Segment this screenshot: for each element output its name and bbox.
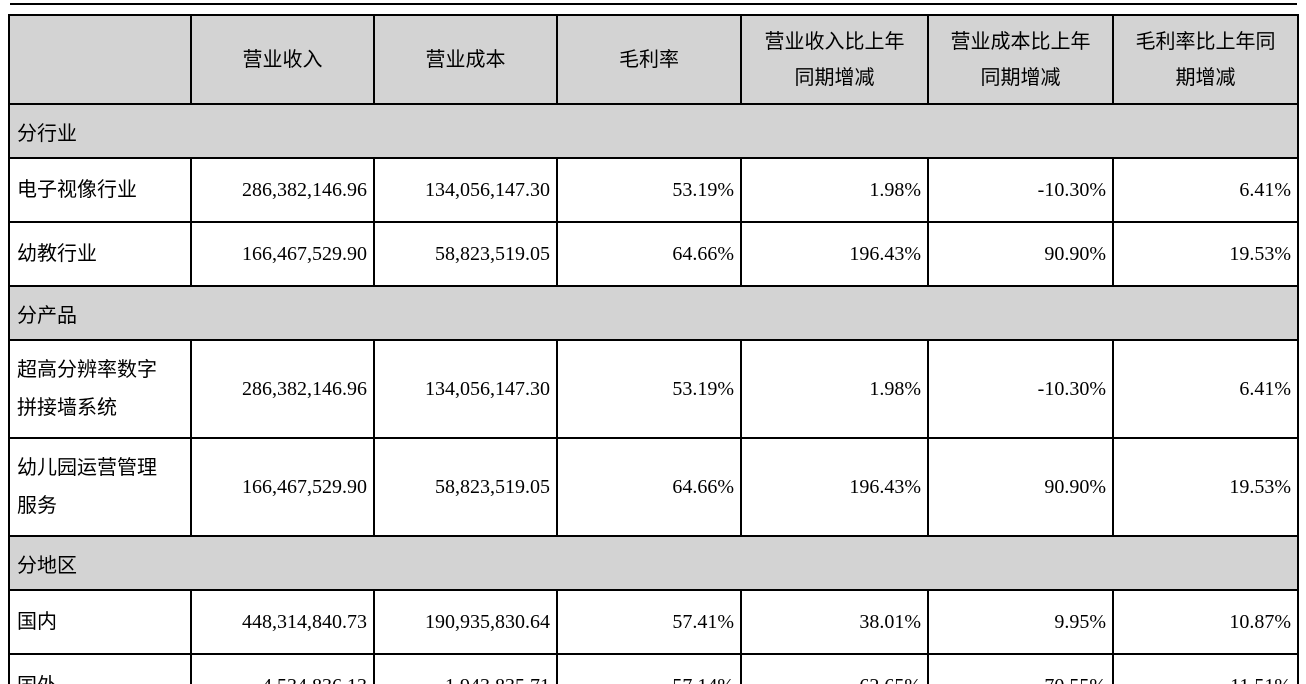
- value-cell: 57.41%: [556, 589, 742, 655]
- value-cell: 90.90%: [927, 437, 1114, 537]
- row-label: 幼教行业: [8, 221, 192, 287]
- row-label: 国内: [8, 589, 192, 655]
- row-label: 电子视像行业: [8, 157, 192, 223]
- section-label: 分行业: [8, 103, 1299, 159]
- value-cell: 1,943,835.71: [373, 653, 558, 684]
- header-revenue-yoy: 营业收入比上年 同期增减: [740, 14, 929, 105]
- value-cell: 448,314,840.73: [190, 589, 375, 655]
- section-row-1: 分产品: [8, 285, 1299, 341]
- table-header-row: 营业收入 营业成本 毛利率 营业收入比上年 同期增减 营业成本比上年 同期增减 …: [8, 14, 1299, 105]
- header-revenue: 营业收入: [190, 14, 375, 105]
- table-row: 国外4,534,836.131,943,835.7157.14%-62.65%-…: [8, 653, 1299, 684]
- row-label: 幼儿园运营管理 服务: [8, 437, 192, 537]
- value-cell: 286,382,146.96: [190, 339, 375, 439]
- table-row: 幼教行业 166,467,529.90 58,823,519.05 64.66% 196…: [8, 221, 1299, 287]
- header-blank-cell: [8, 14, 192, 105]
- value-cell: 286,382,146.96: [190, 157, 375, 223]
- value-cell: 134,056,147.30: [373, 157, 558, 223]
- row-label: 超高分辨率数字 拼接墙系统: [8, 339, 192, 439]
- value-cell: 134,056,147.30: [373, 339, 558, 439]
- value-cell: 1.98%: [740, 339, 929, 439]
- section-label: 分产品: [8, 285, 1299, 341]
- section-row-2: 分地区: [8, 535, 1299, 591]
- value-cell: 53.19%: [556, 339, 742, 439]
- top-horizontal-rule: [10, 3, 1297, 5]
- revenue-breakdown-table: 营业收入 营业成本 毛利率 营业收入比上年 同期增减 营业成本比上年 同期增减 …: [8, 14, 1299, 684]
- value-cell: 38.01%: [740, 589, 929, 655]
- value-cell: 57.14%: [556, 653, 742, 684]
- value-cell: 58,823,519.05: [373, 221, 558, 287]
- value-cell: 1.98%: [740, 157, 929, 223]
- value-cell: 10.87%: [1112, 589, 1299, 655]
- value-cell: 58,823,519.05: [373, 437, 558, 537]
- value-cell: 196.43%: [740, 221, 929, 287]
- value-cell: 64.66%: [556, 437, 742, 537]
- table-row: 国内 448,314,840.73 190,935,830.64 57.41% 38.0…: [8, 589, 1299, 655]
- value-cell: 4,534,836.13: [190, 653, 375, 684]
- value-cell: 19.53%: [1112, 221, 1299, 287]
- value-cell: 9.95%: [927, 589, 1114, 655]
- header-gross-margin: 毛利率: [556, 14, 742, 105]
- value-cell: 166,467,529.90: [190, 437, 375, 537]
- section-row-0: 分行业: [8, 103, 1299, 159]
- header-cost-yoy: 营业成本比上年 同期增减: [927, 14, 1114, 105]
- value-cell: 11.51%: [1112, 653, 1299, 684]
- value-cell: -10.30%: [927, 157, 1114, 223]
- value-cell: 64.66%: [556, 221, 742, 287]
- value-cell: 6.41%: [1112, 157, 1299, 223]
- value-cell: -62.65%: [740, 653, 929, 684]
- value-cell: 6.41%: [1112, 339, 1299, 439]
- value-cell: -70.55%: [927, 653, 1114, 684]
- table-row: 超高分辨率数字 拼接墙系统 286,382,146.96 134,056,147.3…: [8, 339, 1299, 439]
- value-cell: 53.19%: [556, 157, 742, 223]
- header-gross-margin-yoy: 毛利率比上年同 期增减: [1112, 14, 1299, 105]
- table-row: 电子视像行业 286,382,146.96 134,056,147.30 53.19%…: [8, 157, 1299, 223]
- value-cell: 166,467,529.90: [190, 221, 375, 287]
- table-row: 幼儿园运营管理 服务 166,467,529.90 58,823,519.05 64.…: [8, 437, 1299, 537]
- value-cell: -10.30%: [927, 339, 1114, 439]
- value-cell: 190,935,830.64: [373, 589, 558, 655]
- value-cell: 90.90%: [927, 221, 1114, 287]
- row-label: 国外: [8, 653, 192, 684]
- section-label: 分地区: [8, 535, 1299, 591]
- header-cost: 营业成本: [373, 14, 558, 105]
- value-cell: 196.43%: [740, 437, 929, 537]
- value-cell: 19.53%: [1112, 437, 1299, 537]
